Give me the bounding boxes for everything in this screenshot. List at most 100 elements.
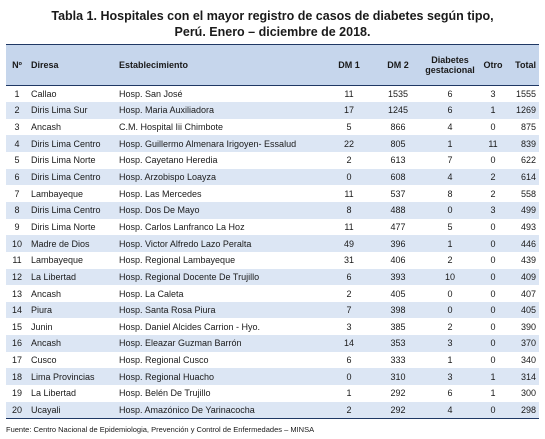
table-row: 2 Diris Lima Sur Hosp. Maria Auxiliadora 17… [6, 102, 539, 119]
cell-otro: 0 [478, 302, 508, 319]
cell-total: 558 [508, 185, 539, 202]
cell-gestacional: 0 [422, 302, 478, 319]
cell-otro: 1 [478, 385, 508, 402]
cell-total: 614 [508, 169, 539, 186]
table-row: 16 Ancash Hosp. Eleazar Guzman Barrón 14 353… [6, 335, 539, 352]
cell-otro: 0 [478, 152, 508, 169]
cell-dm2: 406 [374, 252, 422, 269]
cell-dm2: 477 [374, 219, 422, 236]
cell-establecimiento: Hosp. Eleazar Guzman Barrón [116, 335, 324, 352]
cell-num: 7 [6, 185, 28, 202]
cell-dm2: 292 [374, 385, 422, 402]
cell-establecimiento: C.M. Hospital Iii Chimbote [116, 119, 324, 136]
table-row: 5 Diris Lima Norte Hosp. Cayetano Heredia 2… [6, 152, 539, 169]
table-row: 20 Ucayali Hosp. Amazónico De Yarinacocha 2… [6, 402, 539, 419]
cell-gestacional: 1 [422, 352, 478, 369]
cell-gestacional: 2 [422, 318, 478, 335]
cell-total: 300 [508, 385, 539, 402]
cell-establecimiento: Hosp. Victor Alfredo Lazo Peralta [116, 235, 324, 252]
cell-otro: 0 [478, 252, 508, 269]
cell-diresa: Ancash [28, 119, 116, 136]
cell-gestacional: 6 [422, 102, 478, 119]
cell-dm1: 6 [324, 269, 374, 286]
header-otro: Otro [478, 45, 508, 86]
header-diresa: Diresa [28, 45, 116, 86]
header-gestacional-line2: gestacional [425, 65, 475, 75]
table-row: 12 La Libertad Hosp. Regional Docente De T… [6, 269, 539, 286]
cell-dm1: 11 [324, 86, 374, 103]
cell-establecimiento: Hosp. Santa Rosa Piura [116, 302, 324, 319]
header-num: Nº [6, 45, 28, 86]
cell-gestacional: 4 [422, 169, 478, 186]
cell-dm1: 5 [324, 119, 374, 136]
cell-dm2: 1535 [374, 86, 422, 103]
cell-total: 390 [508, 318, 539, 335]
cell-dm2: 866 [374, 119, 422, 136]
cell-dm1: 1 [324, 385, 374, 402]
cell-dm1: 31 [324, 252, 374, 269]
cell-establecimiento: Hosp. Dos De Mayo [116, 202, 324, 219]
hospitals-table: Nº Diresa Establecimiento DM 1 DM 2 Diab… [6, 44, 539, 419]
cell-dm2: 488 [374, 202, 422, 219]
cell-establecimiento: Hosp. Daniel Alcides Carrion - Hyo. [116, 318, 324, 335]
cell-total: 370 [508, 335, 539, 352]
cell-otro: 3 [478, 202, 508, 219]
cell-num: 14 [6, 302, 28, 319]
table-title: Tabla 1. Hospitales con el mayor registr… [0, 8, 545, 40]
table-row: 19 La Libertad Hosp. Belén De Trujillo 1 292… [6, 385, 539, 402]
cell-total: 439 [508, 252, 539, 269]
cell-dm1: 2 [324, 285, 374, 302]
cell-gestacional: 10 [422, 269, 478, 286]
header-gestacional: Diabetes gestacional [422, 45, 478, 86]
cell-dm2: 333 [374, 352, 422, 369]
cell-dm1: 11 [324, 219, 374, 236]
cell-establecimiento: Hosp. Las Mercedes [116, 185, 324, 202]
table-row: 11 Lambayeque Hosp. Regional Lambayeque 31 4… [6, 252, 539, 269]
table-row: 9 Diris Lima Norte Hosp. Carlos Lanfranco … [6, 219, 539, 236]
cell-diresa: Ancash [28, 285, 116, 302]
cell-dm1: 14 [324, 335, 374, 352]
table-header: Nº Diresa Establecimiento DM 1 DM 2 Diab… [6, 45, 539, 86]
cell-otro: 1 [478, 102, 508, 119]
header-gestacional-line1: Diabetes [425, 55, 475, 65]
header-dm2: DM 2 [374, 45, 422, 86]
cell-dm2: 805 [374, 135, 422, 152]
cell-dm1: 2 [324, 152, 374, 169]
cell-diresa: Diris Lima Centro [28, 135, 116, 152]
cell-num: 11 [6, 252, 28, 269]
cell-establecimiento: Hosp. Guillermo Almenara Irigoyen- Essal… [116, 135, 324, 152]
cell-diresa: Diris Lima Norte [28, 219, 116, 236]
cell-otro: 2 [478, 185, 508, 202]
header-row: Nº Diresa Establecimiento DM 1 DM 2 Diab… [6, 45, 539, 86]
cell-gestacional: 3 [422, 335, 478, 352]
cell-total: 446 [508, 235, 539, 252]
cell-dm2: 385 [374, 318, 422, 335]
cell-diresa: Ancash [28, 335, 116, 352]
cell-diresa: Lima Provincias [28, 368, 116, 385]
table-row: 13 Ancash Hosp. La Caleta 2 405 0 0 407 [6, 285, 539, 302]
cell-gestacional: 0 [422, 285, 478, 302]
cell-total: 1555 [508, 86, 539, 103]
header-total: Total [508, 45, 539, 86]
cell-total: 314 [508, 368, 539, 385]
cell-diresa: Diris Lima Sur [28, 102, 116, 119]
cell-diresa: Diris Lima Centro [28, 169, 116, 186]
cell-num: 5 [6, 152, 28, 169]
cell-establecimiento: Hosp. Regional Cusco [116, 352, 324, 369]
cell-diresa: Callao [28, 86, 116, 103]
cell-diresa: Piura [28, 302, 116, 319]
cell-dm1: 49 [324, 235, 374, 252]
cell-otro: 0 [478, 219, 508, 236]
cell-gestacional: 7 [422, 152, 478, 169]
table-row: 17 Cusco Hosp. Regional Cusco 6 333 1 0 340 [6, 352, 539, 369]
cell-gestacional: 5 [422, 219, 478, 236]
cell-establecimiento: Hosp. San José [116, 86, 324, 103]
source-note: Fuente: Centro Nacional de Epidemiologia… [6, 425, 314, 434]
cell-dm1: 8 [324, 202, 374, 219]
cell-otro: 0 [478, 269, 508, 286]
table-row: 3 Ancash C.M. Hospital Iii Chimbote 5 866 4 0 8… [6, 119, 539, 136]
cell-otro: 11 [478, 135, 508, 152]
cell-establecimiento: Hosp. Belén De Trujillo [116, 385, 324, 402]
cell-num: 4 [6, 135, 28, 152]
table-row: 8 Diris Lima Centro Hosp. Dos De Mayo 8 488 0… [6, 202, 539, 219]
